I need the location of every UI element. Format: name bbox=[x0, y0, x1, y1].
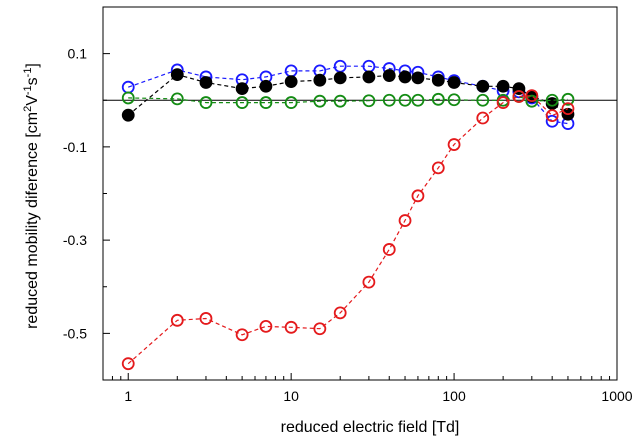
series-2-point-19 bbox=[561, 92, 575, 106]
series-1-point-10 bbox=[398, 70, 412, 84]
series-3-point-11 bbox=[411, 189, 425, 203]
y-tick-label-2: -0.3 bbox=[63, 232, 87, 248]
series-2-point-9 bbox=[382, 93, 396, 107]
series-2-point-18 bbox=[545, 93, 559, 107]
y-axis-title-sup2: -1 bbox=[22, 85, 34, 95]
y-tick-label-1: -0.1 bbox=[63, 139, 87, 155]
series-2-point-4 bbox=[259, 96, 273, 109]
series-3 bbox=[121, 89, 575, 371]
series-2-point-13 bbox=[447, 93, 461, 107]
series-3-point-7 bbox=[333, 306, 347, 320]
series-3-point-3 bbox=[235, 328, 249, 342]
series-2 bbox=[121, 90, 575, 109]
series-3-point-18 bbox=[545, 109, 559, 123]
y-tick-label-0: 0.1 bbox=[68, 46, 88, 62]
series-2-point-14 bbox=[476, 93, 490, 107]
x-axis-title: reduced electric field [Td] bbox=[281, 419, 460, 436]
series-1-point-1 bbox=[170, 68, 184, 82]
y-axis-title-end: ] bbox=[24, 63, 41, 67]
series-2-point-1 bbox=[170, 92, 184, 106]
series-2-point-3 bbox=[235, 96, 249, 109]
series-1-point-11 bbox=[411, 71, 425, 85]
series-1-point-15 bbox=[496, 79, 510, 93]
series-2-point-0 bbox=[121, 91, 135, 105]
series-3-point-10 bbox=[398, 214, 412, 227]
series-1-point-5 bbox=[284, 75, 298, 88]
y-axis-title-sup1: 2 bbox=[22, 106, 34, 112]
series-2-point-12 bbox=[431, 92, 445, 106]
series-2-point-8 bbox=[362, 94, 376, 108]
series-1-point-6 bbox=[313, 73, 327, 87]
series-3-point-8 bbox=[362, 275, 376, 289]
series-3-point-17 bbox=[525, 89, 539, 102]
series-1 bbox=[121, 68, 575, 122]
series-3-point-16 bbox=[512, 90, 526, 103]
series-2-point-7 bbox=[333, 94, 347, 108]
y-axis-title-sup3: -1 bbox=[22, 68, 34, 78]
series-3-point-13 bbox=[447, 138, 461, 151]
series-3-point-15 bbox=[496, 96, 510, 109]
series-1-point-7 bbox=[333, 71, 347, 85]
series-1-point-2 bbox=[199, 76, 213, 89]
x-tick-label-0: 1 bbox=[124, 388, 132, 404]
series-1-point-13 bbox=[447, 76, 461, 89]
series-1-point-9 bbox=[382, 69, 396, 82]
series-3-point-6 bbox=[313, 322, 327, 336]
x-tick-label-2: 100 bbox=[442, 388, 466, 404]
series-2-point-6 bbox=[313, 94, 327, 108]
series-2-point-10 bbox=[398, 93, 412, 107]
series-3-line bbox=[127, 94, 569, 365]
y-axis-title-main: reduced mobility diference [cm bbox=[24, 112, 41, 329]
series-2-point-2 bbox=[199, 96, 213, 109]
series-3-point-1 bbox=[170, 313, 184, 327]
series-0-point-18 bbox=[545, 114, 559, 128]
y-axis-title-mid1: V bbox=[24, 95, 41, 106]
series-2-point-11 bbox=[411, 93, 425, 107]
series-1-point-14 bbox=[476, 79, 490, 93]
series-1-point-12 bbox=[431, 73, 445, 87]
y-axis-title-mid2: s bbox=[24, 77, 41, 85]
series-3-point-5 bbox=[284, 320, 298, 334]
series-3-point-4 bbox=[259, 319, 273, 333]
series-3-point-0 bbox=[121, 357, 135, 371]
y-tick-label-3: -0.5 bbox=[63, 325, 87, 341]
series-2-point-5 bbox=[284, 96, 298, 109]
series-1-point-0 bbox=[121, 108, 135, 122]
series-2-point-17 bbox=[525, 94, 539, 108]
series-1-point-4 bbox=[259, 79, 273, 93]
series-3-point-14 bbox=[476, 111, 490, 125]
series-1-point-8 bbox=[362, 70, 376, 84]
series-3-point-9 bbox=[382, 243, 396, 256]
series-1-point-3 bbox=[235, 82, 249, 95]
series-3-point-2 bbox=[199, 312, 213, 325]
y-axis-title: reduced mobility diference [cm2V-1s-1] bbox=[22, 63, 41, 329]
series-layer bbox=[121, 59, 575, 371]
series-3-point-12 bbox=[431, 161, 445, 175]
x-tick-label-3: 1000 bbox=[601, 388, 632, 404]
x-tick-label-1: 10 bbox=[283, 388, 299, 404]
tick-labels: 1 10 100 1000 0.1 -0.1 -0.3 -0.5 bbox=[63, 46, 633, 404]
series-3-point-19 bbox=[561, 102, 575, 116]
